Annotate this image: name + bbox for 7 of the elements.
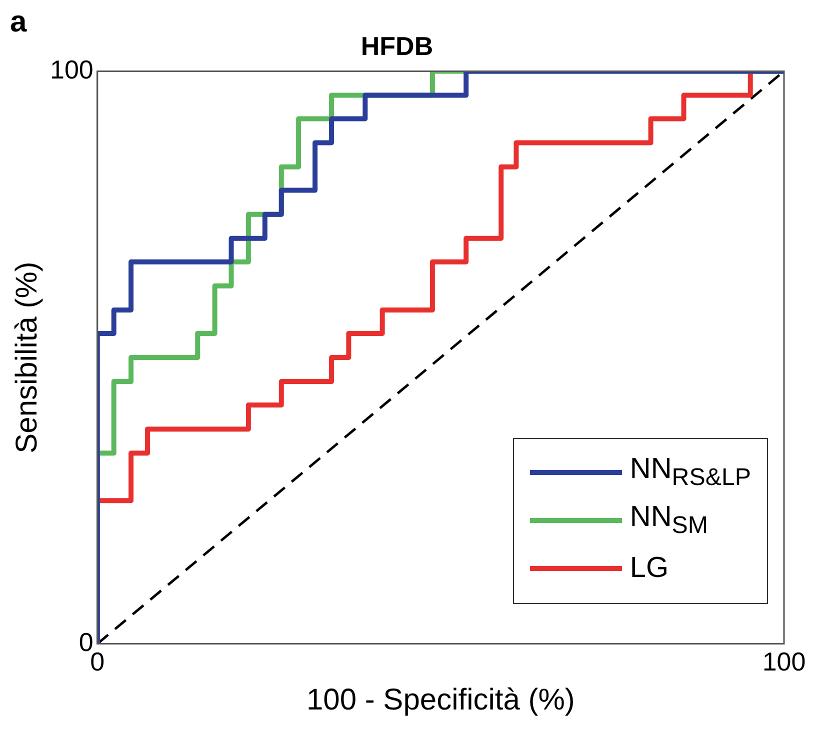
legend-label: NN$_{SM}$ bbox=[630, 501, 708, 540]
legend-label: LG bbox=[630, 552, 669, 586]
y-axis-title: Sensibilità (%) bbox=[10, 262, 44, 454]
legend-label: NN$_{RS&LP}$ bbox=[630, 453, 751, 492]
chart-title: HFDB bbox=[360, 30, 434, 61]
text: a bbox=[10, 5, 27, 38]
x-axis-title: 100 - Specificità (%) bbox=[306, 683, 575, 716]
